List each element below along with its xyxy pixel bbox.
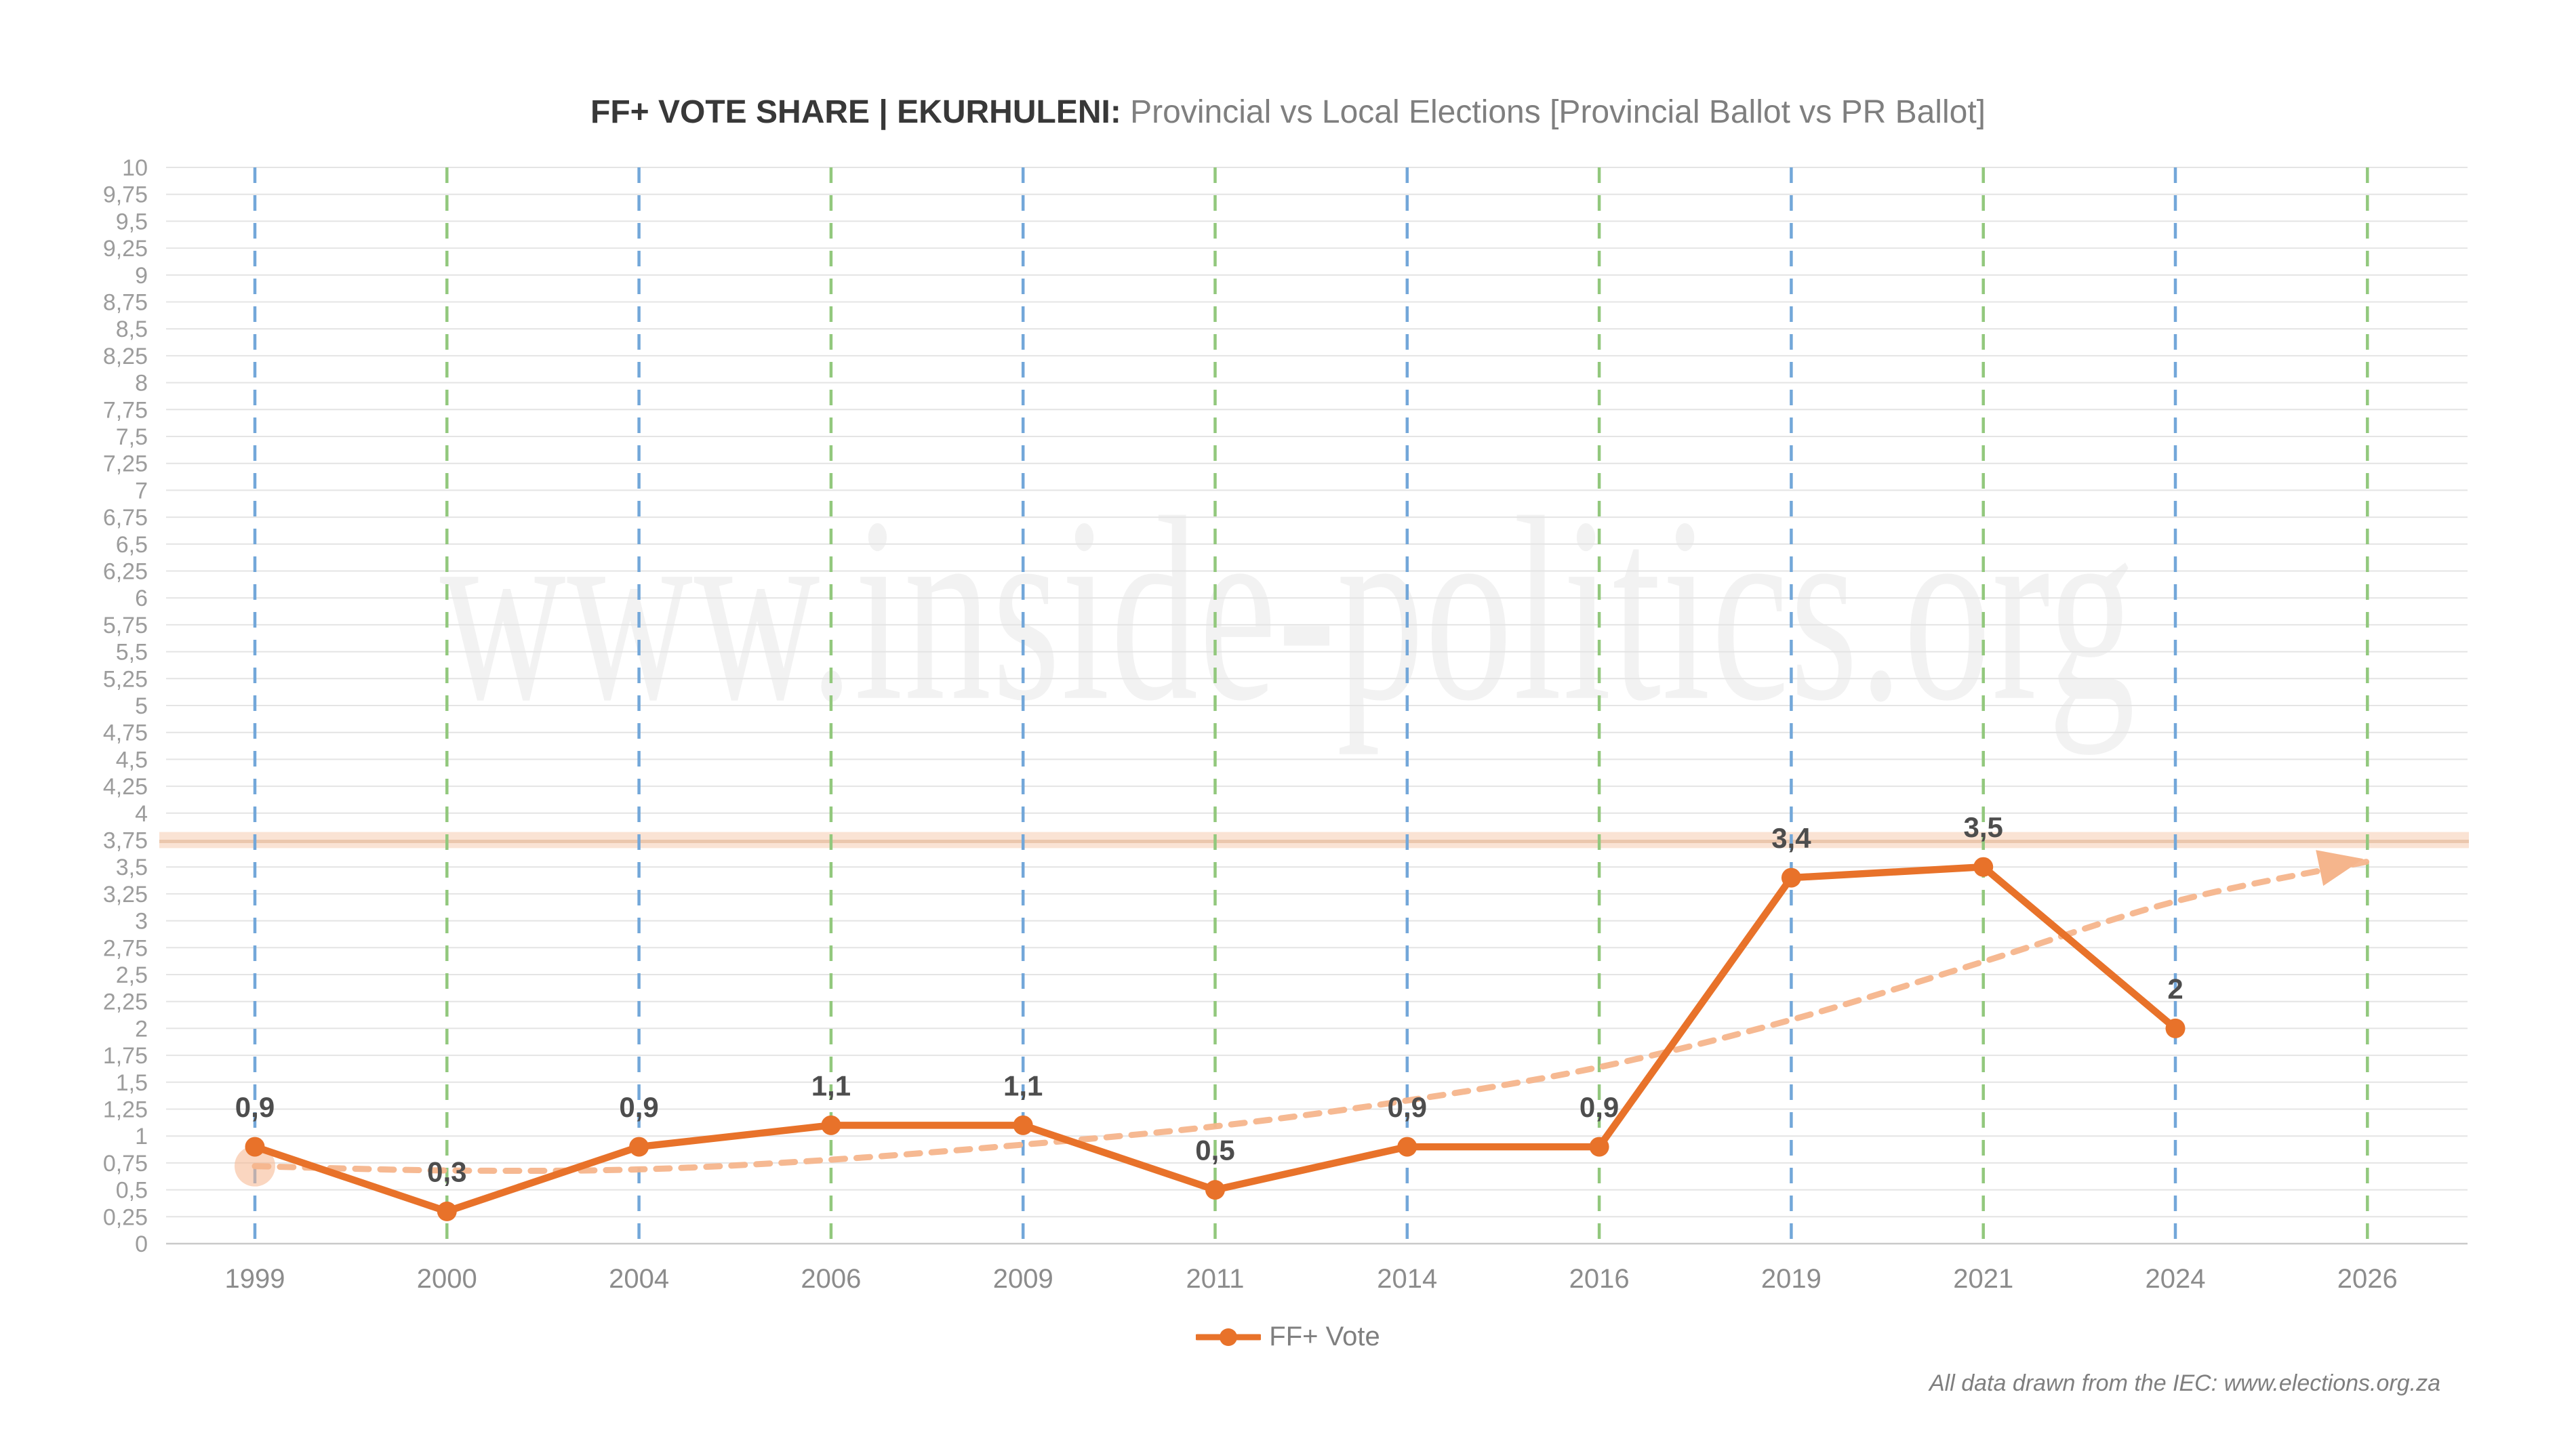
y-tick-label: 5,5 <box>116 640 148 666</box>
trend-dashed-line <box>251 858 2371 1175</box>
legend-line-marker-icon <box>1196 1328 1262 1346</box>
data-point-marker <box>245 1137 265 1157</box>
data-point-marker <box>1013 1115 1033 1135</box>
y-tick-label: 0,25 <box>103 1204 148 1230</box>
x-year-label: 2024 <box>2146 1264 2206 1294</box>
y-tick-label: 9,25 <box>103 236 148 262</box>
data-label: 0,9 <box>235 1091 275 1123</box>
data-point-marker <box>437 1201 457 1221</box>
y-tick-label: 2,25 <box>103 989 148 1015</box>
y-tick-label: 9,75 <box>103 182 148 208</box>
y-tick-label: 9,5 <box>116 209 148 234</box>
x-year-label: 2011 <box>1186 1264 1244 1294</box>
x-year-label: 2026 <box>2337 1264 2398 1294</box>
y-tick-label: 4,5 <box>116 747 148 773</box>
x-year-label: 2009 <box>993 1264 1053 1294</box>
y-tick-label: 3,25 <box>103 882 148 907</box>
x-year-label: 2021 <box>1953 1264 2013 1294</box>
chart-title-bold: FF+ VOTE SHARE | EKURHULENI: <box>590 94 1121 130</box>
legend-item-label: FF+ Vote <box>1269 1322 1380 1351</box>
x-year-label: 2019 <box>1761 1264 1822 1294</box>
y-tick-label: 8,5 <box>116 317 148 342</box>
data-label: 3,5 <box>1964 811 2003 843</box>
data-point-marker <box>629 1137 649 1157</box>
y-tick-label: 2,5 <box>116 962 148 988</box>
y-tick-label: 6,25 <box>103 559 148 585</box>
data-label: 1,1 <box>811 1069 851 1101</box>
data-point-marker <box>2165 1018 2186 1038</box>
y-tick-label: 7,75 <box>103 397 148 423</box>
y-tick-label: 0,75 <box>103 1151 148 1177</box>
x-year-label: 1999 <box>225 1264 285 1294</box>
y-tick-label: 0 <box>135 1231 148 1257</box>
y-tick-label: 8 <box>135 371 148 396</box>
footer-source-note: All data drawn from the IEC: www.electio… <box>1929 1370 2440 1396</box>
x-year-label: 2000 <box>417 1264 477 1294</box>
trend-arrowhead <box>2316 850 2364 886</box>
y-tick-label: 4,25 <box>103 774 148 800</box>
y-tick-label: 0,5 <box>116 1178 148 1204</box>
chart-title: FF+ VOTE SHARE | EKURHULENI: Provincial … <box>0 94 2576 131</box>
legend: FF+ Vote <box>0 1322 2576 1352</box>
data-label: 3,4 <box>1771 822 1811 854</box>
data-label: 0,3 <box>427 1156 466 1187</box>
y-tick-label: 4 <box>135 801 148 827</box>
data-label: 0,9 <box>1579 1091 1619 1123</box>
data-point-marker <box>1205 1180 1225 1200</box>
y-tick-label: 9 <box>135 263 148 289</box>
y-tick-label: 5,25 <box>103 666 148 692</box>
data-point-marker <box>821 1115 841 1135</box>
y-tick-label: 5 <box>135 693 148 719</box>
y-tick-label: 4,75 <box>103 720 148 746</box>
chart-title-regular: Provincial vs Local Elections [Provincia… <box>1121 94 1986 130</box>
y-tick-label: 3,5 <box>116 855 148 880</box>
x-year-label: 2016 <box>1569 1264 1630 1294</box>
data-point-marker <box>1973 857 1994 877</box>
y-tick-label: 2 <box>135 1016 148 1042</box>
y-tick-label: 2,75 <box>103 935 148 961</box>
y-tick-label: 6,5 <box>116 532 148 558</box>
y-tick-label: 1 <box>135 1124 148 1149</box>
data-label: 0,5 <box>1195 1135 1234 1166</box>
y-tick-label: 6,75 <box>103 505 148 531</box>
data-label: 1,1 <box>1003 1069 1043 1101</box>
y-tick-label: 7,25 <box>103 451 148 477</box>
data-point-marker <box>1589 1137 1609 1157</box>
data-point-marker <box>1397 1137 1417 1157</box>
y-tick-label: 1,25 <box>103 1097 148 1123</box>
data-label: 2 <box>2167 973 2183 1004</box>
y-tick-label: 8,25 <box>103 344 148 369</box>
y-tick-label: 7 <box>135 478 148 504</box>
y-tick-label: 1,5 <box>116 1070 148 1096</box>
data-point-marker <box>1781 868 1801 888</box>
y-tick-label: 10 <box>122 155 148 181</box>
x-year-label: 2004 <box>609 1264 669 1294</box>
x-year-label: 2014 <box>1377 1264 1437 1294</box>
y-tick-label: 8,75 <box>103 290 148 316</box>
y-tick-label: 3 <box>135 909 148 935</box>
y-tick-label: 1,75 <box>103 1043 148 1069</box>
y-tick-label: 5,75 <box>103 613 148 638</box>
y-tick-label: 7,5 <box>116 424 148 450</box>
y-tick-label: 6 <box>135 586 148 611</box>
y-tick-label: 3,75 <box>103 828 148 854</box>
data-label: 0,9 <box>1388 1091 1427 1123</box>
data-label: 0,9 <box>619 1091 658 1123</box>
x-year-label: 2006 <box>801 1264 861 1294</box>
